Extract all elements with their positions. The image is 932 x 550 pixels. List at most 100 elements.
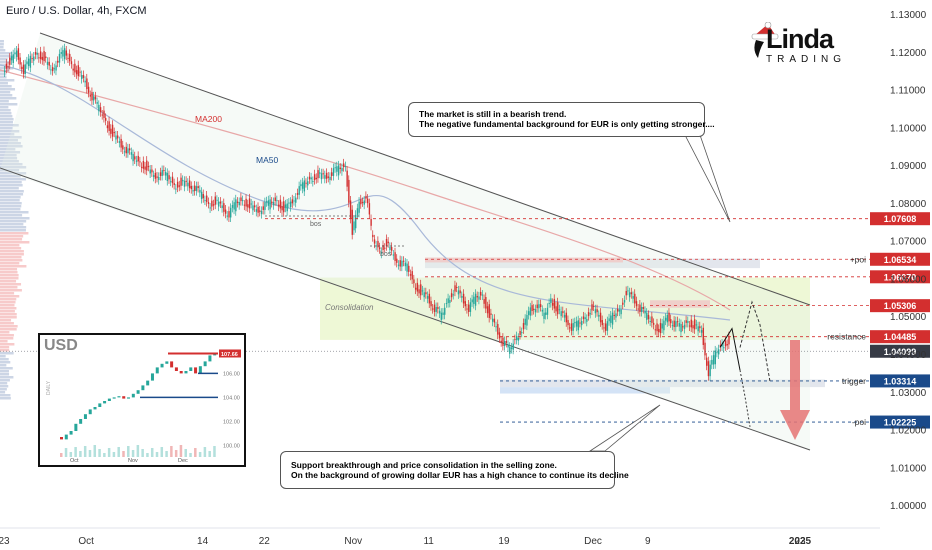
- candle-body: [257, 207, 258, 213]
- candle-body: [709, 365, 710, 377]
- candle-body: [321, 173, 322, 179]
- candle-body: [227, 216, 228, 217]
- volume-bar: [0, 391, 5, 394]
- candle-body: [516, 336, 517, 340]
- candle-body: [64, 48, 65, 59]
- candle-body: [90, 95, 91, 97]
- inset-candle: [103, 401, 106, 403]
- volume-bar: [0, 52, 12, 55]
- candle-body: [316, 178, 317, 179]
- bos-label: bos: [310, 221, 322, 228]
- volume-bar: [0, 187, 19, 190]
- candle-body: [146, 161, 147, 171]
- inset-volume-bar: [175, 450, 178, 457]
- candle-body: [596, 309, 597, 312]
- volume-bar: [0, 115, 12, 118]
- candle-body: [218, 202, 219, 207]
- inset-candle: [146, 381, 149, 386]
- candle-body: [393, 255, 394, 256]
- price-tick-label: 1.05000: [890, 312, 927, 323]
- candle-body: [369, 203, 370, 214]
- candle-body: [156, 177, 157, 178]
- candle-body: [292, 199, 293, 203]
- inset-candle: [137, 390, 140, 394]
- inset-volume-bar: [113, 452, 116, 457]
- volume-bar: [0, 73, 6, 76]
- candle-body: [728, 336, 729, 344]
- inset-candle: [65, 435, 68, 440]
- candle-body: [374, 239, 375, 243]
- candle-body: [511, 347, 512, 349]
- candle-body: [514, 339, 515, 340]
- candle-body: [447, 298, 448, 303]
- candle-body: [42, 57, 43, 60]
- candle-body: [345, 166, 346, 167]
- volume-bar: [0, 340, 8, 343]
- volume-bar: [0, 325, 18, 328]
- inset-volume-bar: [184, 449, 187, 457]
- candle-body: [155, 173, 156, 179]
- candle-body: [542, 310, 543, 312]
- candle-body: [370, 219, 371, 226]
- candle-body: [590, 313, 591, 314]
- candle-body: [531, 305, 532, 311]
- candle-body: [124, 151, 125, 152]
- candle-body: [319, 172, 320, 173]
- candle-body: [603, 327, 604, 328]
- inset-volume-bar: [208, 451, 211, 457]
- volume-bar: [0, 277, 18, 280]
- candle-body: [521, 332, 522, 333]
- volume-bar: [0, 274, 19, 277]
- inset-candle: [94, 407, 97, 409]
- volume-bar: [0, 82, 8, 85]
- candle-body: [643, 307, 644, 309]
- candle-body: [420, 284, 421, 295]
- volume-bar: [0, 322, 14, 325]
- volume-bar: [0, 211, 29, 214]
- time-tick-label: 11: [423, 536, 434, 547]
- candle-body: [708, 361, 709, 376]
- candle-body: [326, 173, 327, 179]
- inset-tick-label: 102.00: [223, 419, 240, 425]
- volume-bar: [0, 304, 15, 307]
- candle-body: [37, 53, 38, 55]
- volume-bar: [0, 349, 9, 352]
- volume-bar: [0, 40, 4, 43]
- time-tick-label: Dec: [584, 536, 602, 547]
- volume-bar: [0, 313, 17, 316]
- candle-body: [162, 170, 163, 176]
- candle-body: [619, 310, 620, 312]
- inset-candle: [122, 396, 125, 398]
- candle-body: [21, 67, 22, 69]
- candle-body: [160, 172, 161, 176]
- candle-body: [209, 207, 210, 208]
- volume-bar: [0, 310, 15, 313]
- candle-body: [360, 199, 361, 204]
- candle-body: [61, 52, 62, 54]
- candle-body: [134, 156, 135, 159]
- time-tick-label: 14: [197, 536, 209, 547]
- callout-bottom-line1: Support breakthrough and price consolida…: [291, 460, 629, 470]
- candle-body: [465, 301, 466, 306]
- candle-body: [197, 186, 198, 188]
- candle-body: [703, 328, 704, 345]
- candle-body: [607, 321, 608, 331]
- callout-bottom-line2: On the background of growing dollar EUR …: [291, 470, 629, 480]
- candle-body: [701, 330, 702, 333]
- volume-bar: [0, 355, 6, 358]
- volume-bar: [0, 217, 30, 220]
- volume-bar: [0, 76, 7, 79]
- candle-body: [18, 48, 19, 60]
- time-axis[interactable]: 23 Oct 14 22 Nov 11 19 Dec 9 232025: [0, 528, 880, 547]
- candle-body: [28, 59, 29, 66]
- candle-body: [620, 309, 621, 314]
- candle-body: [650, 321, 651, 322]
- candle-body: [271, 202, 272, 203]
- volume-bar: [0, 223, 23, 226]
- candle-body: [497, 324, 498, 335]
- candle-body: [203, 194, 204, 198]
- candle-body: [424, 292, 425, 297]
- candle-body: [174, 183, 175, 185]
- candle-body: [127, 148, 128, 153]
- volume-bar: [0, 286, 17, 289]
